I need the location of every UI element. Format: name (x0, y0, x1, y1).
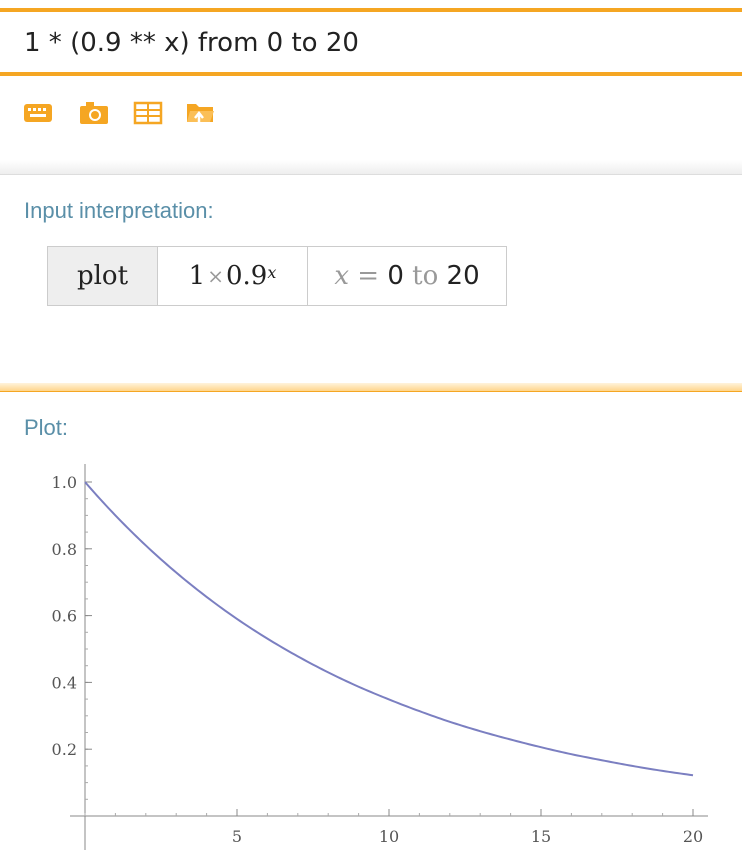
input-interpretation-title: Input interpretation: (24, 198, 214, 223)
y-tick-label: 0.8 (52, 540, 77, 559)
keyboard-icon[interactable] (22, 98, 54, 126)
range-variable: x (334, 261, 350, 291)
plot-axes: 5 10 15 20 0.2 0.4 0.6 0.8 1.0 (52, 464, 708, 850)
query-input-box[interactable]: 1 * (0.9 ** x) from 0 to 20 (0, 8, 742, 76)
interpretation-range-cell: x = 0 to 20 (308, 247, 506, 305)
range-from: 0 (387, 261, 404, 291)
table-icon[interactable] (132, 98, 164, 126)
top-strip (0, 0, 742, 4)
expr-coefficient: 1 (188, 261, 206, 291)
interpretation-head-cell: plot (48, 247, 158, 305)
plot-marks (84, 481, 694, 777)
y-tick-label: 0.6 (52, 607, 77, 626)
expr-exponent: x (267, 262, 277, 282)
y-tick-label: 0.2 (52, 740, 77, 759)
expr-times: × (207, 264, 224, 288)
interpretation-table: plot 1 × 0.9 x x = 0 to 20 (47, 246, 507, 306)
toolbar (0, 76, 742, 170)
series-line (84, 481, 694, 777)
x-tick-label: 5 (232, 827, 242, 846)
query-text[interactable]: 1 * (0.9 ** x) from 0 to 20 (24, 28, 359, 58)
plot-title: Plot: (24, 415, 69, 440)
x-tick-label: 10 (379, 827, 399, 846)
range-to-word: to (403, 261, 447, 291)
expr-base: 0.9 (225, 261, 268, 291)
plot-chart: 5 10 15 20 0.2 0.4 0.6 0.8 1.0 (52, 464, 708, 850)
toolbar-divider (0, 160, 742, 175)
range-equals: = (349, 261, 388, 291)
range-to: 20 (446, 261, 480, 291)
interpretation-expression-cell: 1 × 0.9 x (158, 247, 308, 305)
y-tick-label: 0.4 (52, 673, 77, 692)
camera-icon[interactable] (78, 98, 110, 126)
pod-separator (0, 383, 742, 392)
x-tick-label: 20 (683, 827, 703, 846)
x-tick-label: 15 (531, 827, 551, 846)
folder-upload-icon[interactable] (184, 98, 216, 126)
y-tick-label: 1.0 (52, 473, 77, 492)
